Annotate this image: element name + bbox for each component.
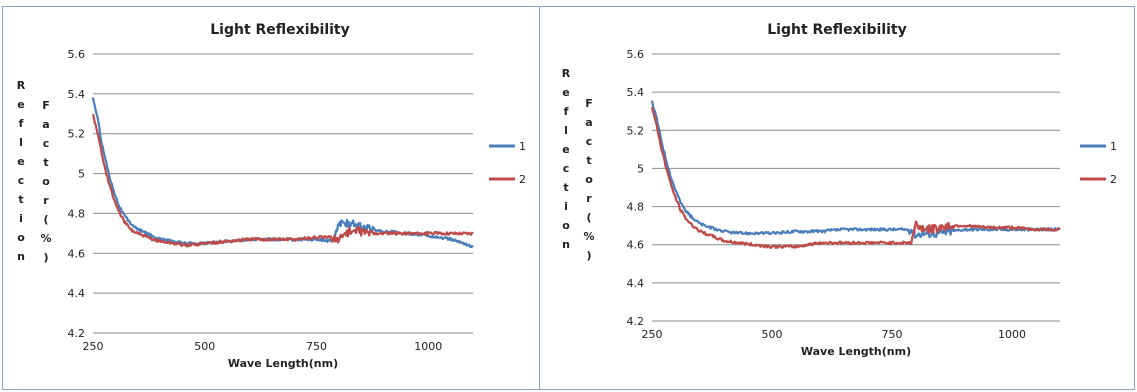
left-y-axis-label-char: c xyxy=(18,174,25,187)
left-y-axis-label-char: t xyxy=(18,193,23,206)
right-y-tick-label: 4.8 xyxy=(627,201,645,214)
right-x-tick-label: 750 xyxy=(882,328,903,341)
right-x-axis-label: Wave Length(nm) xyxy=(801,345,911,358)
left-x-axis-label: Wave Length(nm) xyxy=(228,357,338,370)
left-y-axis-label-char: R xyxy=(17,79,26,92)
chart-right-svg: Light Reflexibility 4.2 4.4 4.6 4.8 5 5.2 5.4 5.… xyxy=(562,22,1117,358)
right-y-axis-label-char: R xyxy=(562,67,571,80)
right-y-axis-label-char: l xyxy=(564,124,568,137)
right-y-axis-label-char: i xyxy=(564,200,568,213)
chart-panel-left: Light Reflexibility 4.2 4.4 4.6 4.8 5 5.2 5.4 5.… xyxy=(2,6,540,390)
right-y-axis-label-char: t xyxy=(586,154,591,167)
right-legend-label-2: 2 xyxy=(1110,173,1117,186)
left-y-axis-label-char: o xyxy=(17,231,25,244)
left-series-2-line xyxy=(91,113,474,248)
left-y-tick-label: 5.6 xyxy=(68,48,86,61)
left-legend-label-1: 1 xyxy=(519,140,526,153)
right-series-2-line xyxy=(650,106,1061,249)
right-y-axis-label-char: o xyxy=(585,173,593,186)
right-y-axis-label-char: a xyxy=(585,116,592,129)
left-y-tick-label: 5.4 xyxy=(68,88,86,101)
right-series-1-line xyxy=(650,100,1061,239)
chart-left-svg: Light Reflexibility 4.2 4.4 4.6 4.8 5 5.2 5.4 5.… xyxy=(17,22,526,370)
left-y-axis-label-char: o xyxy=(42,175,50,188)
right-y-axis-label-char: f xyxy=(564,105,569,118)
left-x-tick-label: 1000 xyxy=(414,340,442,353)
left-series-1-line xyxy=(91,97,474,249)
left-y-axis-label-char: r xyxy=(43,194,49,207)
right-y-tick-label: 5.6 xyxy=(627,48,645,61)
left-y-tick-label: 5.2 xyxy=(68,128,86,141)
right-x-tick-label: 500 xyxy=(762,328,783,341)
left-y-axis-label-char: l xyxy=(19,136,23,149)
right-y-tick-label: 5.4 xyxy=(627,86,645,99)
right-y-axis-label-char: e xyxy=(562,86,569,99)
right-chart-title: Light Reflexibility xyxy=(767,22,907,38)
left-y-axis-label-char: e xyxy=(17,155,24,168)
right-y-tick-label: 4.6 xyxy=(627,239,645,252)
right-y-tick-label: 4.2 xyxy=(627,315,645,328)
left-y-axis-label-char: F xyxy=(42,99,50,112)
left-y-axis-label-char: f xyxy=(19,117,24,130)
left-y-axis-label-char: % xyxy=(40,232,51,245)
right-y-axis-label-char: n xyxy=(562,238,570,251)
left-y-axis-label-char: i xyxy=(19,212,23,225)
left-y-tick-label: 4.2 xyxy=(68,327,86,340)
left-x-tick-label: 750 xyxy=(306,340,327,353)
right-y-tick-label: 5.2 xyxy=(627,124,645,137)
right-y-axis-label-char: c xyxy=(586,135,593,148)
left-y-axis-label-char: n xyxy=(17,250,25,263)
left-y-tick-label: 4.6 xyxy=(68,247,86,260)
right-y-axis-label-char: t xyxy=(563,181,568,194)
right-y-axis-label-char: c xyxy=(563,162,570,175)
left-y-axis-label-char: a xyxy=(42,118,49,131)
left-y-axis-label-char: t xyxy=(43,156,48,169)
left-x-tick-label: 500 xyxy=(194,340,215,353)
right-y-axis-label-char: e xyxy=(562,143,569,156)
right-y-tick-label: 4.4 xyxy=(627,277,645,290)
right-y-axis-label-char: F xyxy=(585,97,593,110)
right-y-axis-label-char: ( xyxy=(586,211,591,224)
left-legend-label-2: 2 xyxy=(519,173,526,186)
right-legend-label-1: 1 xyxy=(1110,140,1117,153)
left-y-tick-label: 5 xyxy=(78,168,85,181)
right-y-axis-label-char: ) xyxy=(586,249,591,262)
right-y-axis-label-char: r xyxy=(586,192,592,205)
right-x-tick-label: 250 xyxy=(642,328,663,341)
left-y-tick-label: 4.4 xyxy=(68,287,86,300)
right-y-tick-label: 5 xyxy=(637,162,644,175)
left-y-tick-label: 4.8 xyxy=(68,207,86,220)
left-y-axis-label-char: e xyxy=(17,98,24,111)
right-y-axis-label-char: o xyxy=(562,219,570,232)
chart-panel-right: Light Reflexibility 4.2 4.4 4.6 4.8 5 5.2 5.4 5.… xyxy=(539,6,1135,390)
left-y-axis-label-char: c xyxy=(43,137,50,150)
left-chart-title: Light Reflexibility xyxy=(210,22,350,38)
left-y-axis-label-char: ( xyxy=(43,213,48,226)
left-y-axis-label-char: ) xyxy=(43,251,48,264)
right-x-tick-label: 1000 xyxy=(998,328,1026,341)
left-x-tick-label: 250 xyxy=(83,340,104,353)
right-y-axis-label-char: % xyxy=(583,230,594,243)
